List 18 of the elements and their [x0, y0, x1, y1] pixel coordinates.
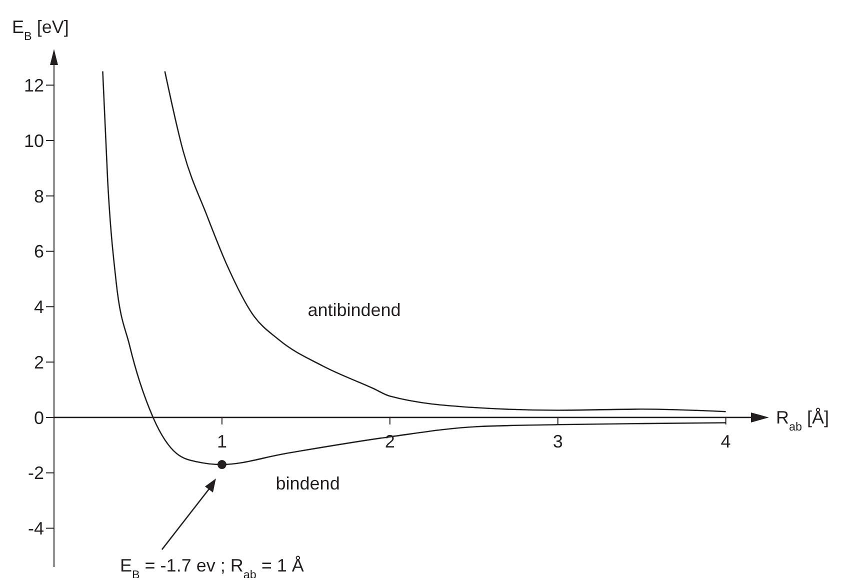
y-tick-label: 6 [34, 242, 44, 262]
x-tick-label: 4 [720, 431, 731, 452]
y-tick-label: 0 [34, 408, 44, 428]
x-axis-title: R$_{ab}$ [Å] [776, 407, 830, 433]
y-tick-label: 12 [24, 76, 44, 96]
annotation: E$_{B}$ = -1.7 ev ; R$_{ab}$ = 1 Å [120, 556, 304, 581]
y-tick-label: 10 [24, 130, 44, 151]
x-tick-label: 3 [552, 431, 563, 452]
y-tick-label: -4 [28, 518, 44, 539]
line-series [164, 70, 726, 412]
series-label: antibindend [308, 300, 401, 320]
y-tick-label: 4 [34, 297, 44, 318]
y-tick-label: 2 [34, 352, 44, 372]
x-tick-label: 1 [216, 431, 227, 452]
y-tick-label: -2 [28, 463, 44, 484]
y-tick-label: 8 [34, 186, 44, 206]
y-axis-title: E$_{B}$ [eV] [12, 17, 69, 42]
series-label: bindend [276, 473, 340, 494]
